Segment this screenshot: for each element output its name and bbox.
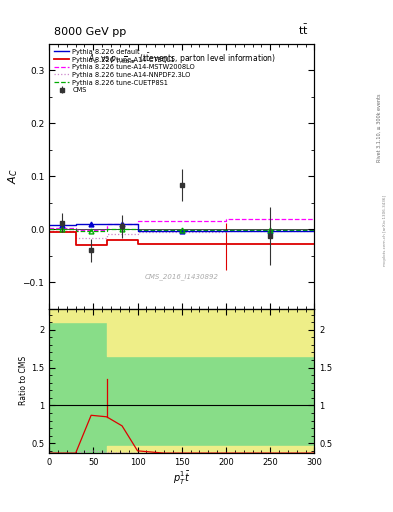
Pythia 8.226 default <box>135 221 140 227</box>
Pythia 8.226 tune-CUETP8S1 <box>135 225 140 231</box>
Pythia 8.226 tune-A14-MSTW2008LO <box>73 227 78 233</box>
Text: $\mathrm{t\bar{t}}$: $\mathrm{t\bar{t}}$ <box>298 23 309 37</box>
Text: 8000 GeV pp: 8000 GeV pp <box>54 27 127 37</box>
Pythia 8.226 tune-CUETP8S1 <box>73 228 78 234</box>
Pythia 8.226 tune-A14-NNPDF2.3LO <box>135 231 140 238</box>
Y-axis label: $A_C$: $A_C$ <box>6 168 20 184</box>
Pythia 8.226 tune-A14-NNPDF2.3LO <box>312 227 317 233</box>
Pythia 8.226 tune-A14-CTEQL1 <box>104 237 109 243</box>
Pythia 8.226 tune-A14-CTEQL1 <box>104 242 109 248</box>
Line: Pythia 8.226 tune-A14-NNPDF2.3LO: Pythia 8.226 tune-A14-NNPDF2.3LO <box>49 230 314 238</box>
Pythia 8.226 tune-A14-MSTW2008LO <box>104 221 109 227</box>
Pythia 8.226 tune-A14-NNPDF2.3LO <box>47 227 51 233</box>
Pythia 8.226 tune-CUETP8S1 <box>224 226 228 232</box>
Line: Pythia 8.226 tune-A14-CTEQL1: Pythia 8.226 tune-A14-CTEQL1 <box>49 232 314 245</box>
Pythia 8.226 tune-A14-MSTW2008LO <box>135 218 140 224</box>
Pythia 8.226 tune-CUETP8S1 <box>312 226 317 232</box>
Text: Rivet 3.1.10, ≥ 300k events: Rivet 3.1.10, ≥ 300k events <box>377 94 382 162</box>
Pythia 8.226 tune-CUETP8S1 <box>104 225 109 231</box>
Pythia 8.226 default <box>312 228 317 234</box>
Pythia 8.226 tune-A14-NNPDF2.3LO <box>224 227 228 233</box>
Pythia 8.226 tune-CUETP8S1 <box>47 226 51 232</box>
Line: Pythia 8.226 default: Pythia 8.226 default <box>49 224 314 231</box>
Text: $A_C$ vs $p_{T,\mathrm{t\overline{t}bar}}$  ($\mathrm{t\bar{t}}$events, parton l: $A_C$ vs $p_{T,\mathrm{t\overline{t}bar}… <box>88 52 276 66</box>
Pythia 8.226 tune-A14-NNPDF2.3LO <box>104 231 109 238</box>
Pythia 8.226 default <box>104 221 109 227</box>
Pythia 8.226 tune-A14-NNPDF2.3LO <box>104 234 109 241</box>
Pythia 8.226 tune-CUETP8S1 <box>135 227 140 233</box>
Pythia 8.226 default <box>47 222 51 228</box>
Line: Pythia 8.226 tune-CUETP8S1: Pythia 8.226 tune-CUETP8S1 <box>49 228 314 231</box>
Pythia 8.226 tune-CUETP8S1 <box>224 227 228 233</box>
Pythia 8.226 tune-A14-CTEQL1 <box>224 241 228 247</box>
Pythia 8.226 tune-A14-CTEQL1 <box>224 241 228 247</box>
Pythia 8.226 default <box>224 228 228 234</box>
Y-axis label: Ratio to CMS: Ratio to CMS <box>19 356 28 406</box>
Pythia 8.226 default <box>135 227 140 233</box>
Pythia 8.226 tune-A14-NNPDF2.3LO <box>73 227 78 233</box>
Pythia 8.226 tune-A14-CTEQL1 <box>312 241 317 247</box>
Pythia 8.226 tune-A14-MSTW2008LO <box>224 218 228 224</box>
Pythia 8.226 tune-A14-NNPDF2.3LO <box>73 234 78 241</box>
Pythia 8.226 default <box>73 221 78 227</box>
Pythia 8.226 tune-A14-MSTW2008LO <box>104 227 109 233</box>
Line: Pythia 8.226 tune-A14-MSTW2008LO: Pythia 8.226 tune-A14-MSTW2008LO <box>49 219 314 230</box>
Pythia 8.226 tune-A14-MSTW2008LO <box>73 225 78 231</box>
Text: CMS_2016_I1430892: CMS_2016_I1430892 <box>145 273 219 280</box>
Pythia 8.226 tune-A14-NNPDF2.3LO <box>224 229 228 236</box>
Pythia 8.226 default <box>104 221 109 227</box>
Pythia 8.226 tune-A14-CTEQL1 <box>47 229 51 235</box>
Text: mcplots.cern.ch [arXiv:1306.3436]: mcplots.cern.ch [arXiv:1306.3436] <box>383 195 387 266</box>
Pythia 8.226 tune-CUETP8S1 <box>104 228 109 234</box>
Pythia 8.226 tune-A14-MSTW2008LO <box>47 225 51 231</box>
Pythia 8.226 tune-A14-CTEQL1 <box>73 229 78 235</box>
Pythia 8.226 tune-A14-MSTW2008LO <box>312 216 317 222</box>
Pythia 8.226 tune-A14-MSTW2008LO <box>224 216 228 222</box>
Legend: Pythia 8.226 default, Pythia 8.226 tune-A14-CTEQL1, Pythia 8.226 tune-A14-MSTW20: Pythia 8.226 default, Pythia 8.226 tune-… <box>52 47 197 95</box>
Pythia 8.226 tune-A14-CTEQL1 <box>73 242 78 248</box>
Pythia 8.226 tune-A14-NNPDF2.3LO <box>135 229 140 236</box>
Pythia 8.226 tune-A14-CTEQL1 <box>135 241 140 247</box>
Pythia 8.226 tune-A14-CTEQL1 <box>135 237 140 243</box>
Pythia 8.226 tune-A14-MSTW2008LO <box>135 221 140 227</box>
Pythia 8.226 default <box>73 222 78 228</box>
X-axis label: $p_T^1\bar{t}$: $p_T^1\bar{t}$ <box>173 470 191 487</box>
Pythia 8.226 default <box>224 227 228 233</box>
Pythia 8.226 tune-CUETP8S1 <box>73 226 78 232</box>
